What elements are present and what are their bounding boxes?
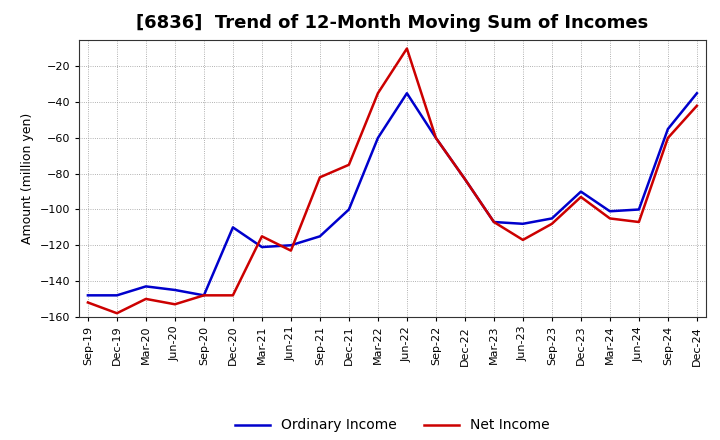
Legend: Ordinary Income, Net Income: Ordinary Income, Net Income (230, 412, 555, 437)
Net Income (84, 300, 92, 305)
Ordinary Income (171, 287, 179, 293)
Net Income (634, 220, 643, 225)
Ordinary Income (490, 220, 498, 225)
Net Income (606, 216, 614, 221)
Net Income (693, 103, 701, 108)
Ordinary Income (693, 91, 701, 96)
Ordinary Income (431, 136, 440, 141)
Line: Net Income: Net Income (88, 48, 697, 313)
Y-axis label: Amount (million yen): Amount (million yen) (21, 113, 34, 244)
Net Income (548, 221, 557, 227)
Line: Ordinary Income: Ordinary Income (88, 93, 697, 295)
Ordinary Income (228, 225, 237, 230)
Ordinary Income (548, 216, 557, 221)
Title: [6836]  Trend of 12-Month Moving Sum of Incomes: [6836] Trend of 12-Month Moving Sum of I… (136, 15, 649, 33)
Ordinary Income (345, 207, 354, 212)
Net Income (374, 91, 382, 96)
Ordinary Income (315, 234, 324, 239)
Net Income (664, 136, 672, 141)
Net Income (228, 293, 237, 298)
Ordinary Income (258, 244, 266, 249)
Net Income (345, 162, 354, 168)
Ordinary Income (112, 293, 121, 298)
Ordinary Income (287, 242, 295, 248)
Ordinary Income (664, 126, 672, 132)
Net Income (199, 293, 208, 298)
Net Income (577, 194, 585, 200)
Net Income (402, 46, 411, 51)
Net Income (315, 175, 324, 180)
Net Income (518, 237, 527, 242)
Ordinary Income (402, 91, 411, 96)
Ordinary Income (142, 284, 150, 289)
Net Income (431, 136, 440, 141)
Ordinary Income (518, 221, 527, 227)
Ordinary Income (634, 207, 643, 212)
Net Income (112, 311, 121, 316)
Ordinary Income (84, 293, 92, 298)
Ordinary Income (374, 136, 382, 141)
Ordinary Income (577, 189, 585, 194)
Net Income (171, 302, 179, 307)
Ordinary Income (199, 293, 208, 298)
Ordinary Income (606, 209, 614, 214)
Net Income (142, 296, 150, 301)
Ordinary Income (461, 176, 469, 182)
Net Income (287, 248, 295, 253)
Net Income (490, 220, 498, 225)
Net Income (461, 176, 469, 182)
Net Income (258, 234, 266, 239)
